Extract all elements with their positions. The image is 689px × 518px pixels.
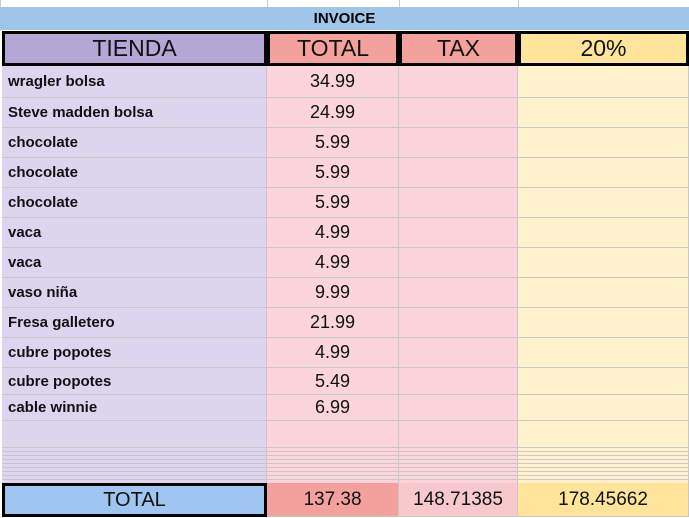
- empty-cell: [399, 188, 518, 218]
- empty-cell: [399, 421, 518, 448]
- total-value: 137.38: [267, 483, 399, 517]
- empty-cell: [399, 472, 518, 476]
- empty-cell: [399, 452, 518, 456]
- empty-cell: [518, 338, 689, 368]
- total-label: TOTAL: [2, 483, 267, 517]
- empty-cell: [518, 98, 689, 128]
- empty-cell: [399, 368, 518, 395]
- item-name: vaso niña: [2, 278, 267, 308]
- empty-cell: [399, 278, 518, 308]
- empty-cell: [399, 98, 518, 128]
- empty-cell: [399, 395, 518, 421]
- item-total: 4.99: [267, 218, 399, 248]
- empty-cell: [267, 456, 399, 460]
- grid-line: [0, 0, 1, 7]
- item-name: Fresa galletero: [2, 308, 267, 338]
- empty-cell: [518, 188, 689, 218]
- empty-cell: [267, 460, 399, 464]
- empty-cell: [399, 456, 518, 460]
- item-total: 4.99: [267, 248, 399, 278]
- item-total: 6.99: [267, 395, 399, 421]
- empty-cell: [2, 452, 267, 456]
- empty-cell: [518, 278, 689, 308]
- item-total: 5.99: [267, 158, 399, 188]
- item-name: cubre popotes: [2, 338, 267, 368]
- empty-cell: [518, 158, 689, 188]
- empty-cell: [2, 468, 267, 472]
- empty-cell: [267, 421, 399, 448]
- empty-cell: [2, 456, 267, 460]
- empty-cell: [518, 66, 689, 98]
- empty-cell: [518, 421, 689, 448]
- title-bar: INVOICE: [0, 7, 689, 30]
- empty-cell: [399, 464, 518, 468]
- empty-cell: [2, 460, 267, 464]
- item-name: cubre popotes: [2, 368, 267, 395]
- item-name: cable winnie: [2, 395, 267, 421]
- empty-cell: [399, 128, 518, 158]
- empty-cell: [399, 158, 518, 188]
- empty-cell: [399, 338, 518, 368]
- total-value: 178.45662: [518, 483, 689, 517]
- empty-cell: [518, 308, 689, 338]
- empty-cell: [399, 468, 518, 472]
- empty-cell: [518, 218, 689, 248]
- empty-cell: [399, 218, 518, 248]
- item-name: vaca: [2, 218, 267, 248]
- empty-cell: [2, 421, 267, 448]
- item-name: wragler bolsa: [2, 66, 267, 98]
- item-total: 34.99: [267, 66, 399, 98]
- empty-cell: [399, 476, 518, 480]
- item-name: vaca: [2, 248, 267, 278]
- header-cell: TAX: [399, 31, 518, 66]
- empty-cell: [2, 464, 267, 468]
- empty-cell: [267, 448, 399, 452]
- empty-cell: [518, 368, 689, 395]
- empty-cell: [518, 128, 689, 158]
- empty-cell: [267, 468, 399, 472]
- total-value: 148.71385: [399, 483, 518, 517]
- empty-cell: [399, 248, 518, 278]
- empty-cell: [267, 464, 399, 468]
- item-total: 9.99: [267, 278, 399, 308]
- item-name: Steve madden bolsa: [2, 98, 267, 128]
- item-total: 5.49: [267, 368, 399, 395]
- empty-cell: [267, 452, 399, 456]
- item-total: 5.99: [267, 188, 399, 218]
- grid-line: [518, 0, 519, 7]
- item-name: chocolate: [2, 158, 267, 188]
- title: INVOICE: [313, 10, 376, 27]
- item-total: 5.99: [267, 128, 399, 158]
- empty-cell: [2, 476, 267, 480]
- item-total: 24.99: [267, 98, 399, 128]
- empty-cell: [267, 476, 399, 480]
- item-total: 4.99: [267, 338, 399, 368]
- empty-cell: [267, 472, 399, 476]
- empty-cell: [518, 395, 689, 421]
- item-name: chocolate: [2, 128, 267, 158]
- empty-cell: [399, 308, 518, 338]
- empty-cell: [2, 448, 267, 452]
- header-cell: TOTAL: [267, 31, 399, 66]
- grid-line: [399, 0, 400, 7]
- header-cell: 20%: [518, 31, 689, 66]
- header-cell: TIENDA: [2, 31, 267, 66]
- empty-cell: [399, 448, 518, 452]
- item-name: chocolate: [2, 188, 267, 218]
- empty-cell: [399, 460, 518, 464]
- empty-cell: [399, 66, 518, 98]
- empty-cell: [2, 472, 267, 476]
- grid-line: [267, 0, 268, 7]
- empty-cell: [518, 248, 689, 278]
- item-total: 21.99: [267, 308, 399, 338]
